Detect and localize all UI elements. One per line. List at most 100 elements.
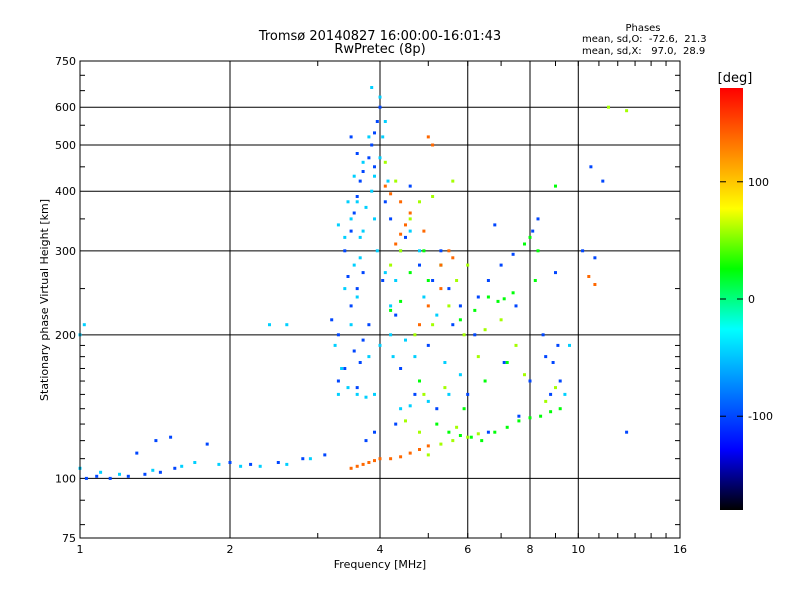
data-point <box>268 323 271 327</box>
data-point <box>480 439 484 443</box>
data-point <box>336 223 340 227</box>
data-points <box>78 86 629 480</box>
data-point <box>399 232 403 236</box>
data-point <box>413 355 417 359</box>
y-tick-label: 750 <box>55 55 76 68</box>
data-point <box>143 472 147 476</box>
data-point <box>551 361 555 364</box>
data-point <box>394 279 398 282</box>
data-point <box>558 407 562 411</box>
data-point <box>399 200 403 204</box>
data-point <box>408 217 412 221</box>
data-point <box>239 464 243 468</box>
data-point <box>505 361 509 364</box>
data-point <box>358 179 362 183</box>
data-point <box>541 333 545 337</box>
x-axis-label: Frequency [MHz] <box>334 558 426 571</box>
data-point <box>447 287 451 291</box>
data-point <box>443 361 447 364</box>
data-point <box>399 299 403 303</box>
data-point <box>486 279 490 282</box>
data-point <box>383 200 387 204</box>
data-point <box>426 444 430 448</box>
data-point <box>455 279 459 282</box>
data-point <box>399 407 403 411</box>
data-point <box>381 135 385 139</box>
data-point <box>499 318 503 322</box>
y-tick-label: 500 <box>55 139 76 152</box>
data-point <box>373 392 376 396</box>
data-point <box>361 160 365 164</box>
x-tick-label: 4 <box>377 543 384 556</box>
data-point <box>349 304 353 308</box>
data-point <box>364 395 368 399</box>
data-point <box>568 343 571 347</box>
data-point <box>249 462 253 466</box>
data-point <box>462 333 466 337</box>
data-point <box>511 291 515 295</box>
data-point <box>554 386 557 390</box>
data-point <box>418 379 421 383</box>
data-point <box>355 152 359 155</box>
data-point <box>435 422 439 426</box>
data-point <box>483 379 487 383</box>
data-point <box>373 459 376 463</box>
data-point <box>361 462 365 466</box>
data-point <box>418 430 421 434</box>
x-tick-label: 16 <box>673 543 687 556</box>
data-point <box>607 105 610 109</box>
data-point <box>375 249 379 253</box>
data-point <box>413 333 417 337</box>
data-point <box>554 184 557 188</box>
data-point <box>373 217 376 221</box>
data-point <box>418 323 421 327</box>
data-point <box>180 464 184 468</box>
data-point <box>355 464 359 468</box>
y-tick-label: 100 <box>55 472 76 485</box>
data-point <box>587 275 591 278</box>
data-point <box>536 217 540 221</box>
data-point <box>118 472 121 476</box>
data-point <box>375 120 379 123</box>
data-point <box>523 373 526 377</box>
data-point <box>556 343 560 347</box>
data-point <box>383 120 387 123</box>
data-point <box>544 399 548 403</box>
data-point <box>343 249 347 253</box>
data-point <box>536 249 540 253</box>
data-point <box>458 434 462 437</box>
data-point <box>408 229 412 233</box>
data-point <box>558 379 562 383</box>
data-point <box>431 279 435 282</box>
data-point <box>451 256 455 260</box>
data-point <box>483 328 487 332</box>
data-point <box>476 432 480 436</box>
data-point <box>383 184 387 188</box>
data-point <box>422 229 426 233</box>
data-point <box>173 466 177 470</box>
data-point <box>358 361 362 364</box>
phases-o-stats: mean, sd,O: -72.6, 21.3 <box>582 34 707 45</box>
data-point <box>99 470 103 474</box>
data-point <box>217 462 221 466</box>
data-point <box>435 313 439 317</box>
data-point <box>364 205 368 209</box>
data-point <box>381 279 385 282</box>
data-point <box>476 295 480 299</box>
data-point <box>389 333 393 337</box>
data-point <box>330 318 334 322</box>
data-point <box>408 404 412 408</box>
data-point <box>496 299 500 303</box>
data-point <box>439 287 443 291</box>
data-point <box>378 457 382 461</box>
data-point <box>355 195 359 198</box>
data-point <box>355 295 359 299</box>
data-point <box>108 476 112 480</box>
data-point <box>352 349 356 353</box>
data-point <box>343 287 347 291</box>
data-point <box>426 343 430 347</box>
data-point <box>383 160 387 164</box>
data-point <box>276 461 280 464</box>
y-tick-label: 600 <box>55 101 76 114</box>
data-point <box>517 414 521 418</box>
